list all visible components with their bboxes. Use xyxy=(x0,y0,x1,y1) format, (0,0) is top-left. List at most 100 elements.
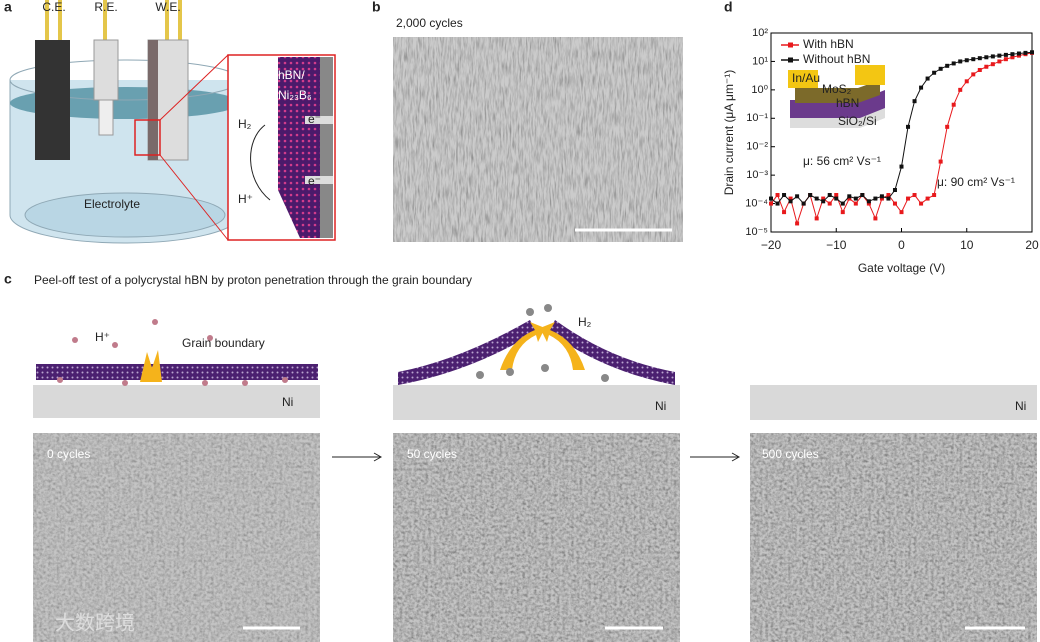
watermark: 大数跨境 xyxy=(55,611,135,634)
data-point xyxy=(775,201,780,206)
data-point xyxy=(873,196,878,201)
y-tick-label: 10¹ xyxy=(752,55,768,67)
data-point xyxy=(788,196,793,201)
y-tick-label: 10⁻¹ xyxy=(746,112,768,124)
data-point xyxy=(1003,52,1008,57)
substrate-label: Ni xyxy=(1015,399,1026,413)
data-point xyxy=(1010,52,1015,57)
y-tick-label: 10⁻² xyxy=(746,141,768,153)
data-point xyxy=(984,64,989,69)
image-caption: 0 cycles xyxy=(47,447,90,461)
electrode-label: W.E. xyxy=(155,0,180,14)
inset-label: MoS₂ xyxy=(822,82,852,96)
electron-label: e⁻ xyxy=(308,174,321,188)
x-tick-label: 10 xyxy=(960,238,974,252)
data-point xyxy=(847,194,852,199)
data-point xyxy=(853,196,858,201)
data-point xyxy=(801,201,806,206)
data-point xyxy=(945,63,950,68)
electron-label: e⁻ xyxy=(308,112,321,126)
data-point xyxy=(971,57,976,62)
data-point xyxy=(821,199,826,204)
y-tick-label: 10⁻⁵ xyxy=(745,226,768,238)
y-axis-label: Drain current (μA μm⁻¹) xyxy=(722,70,736,196)
data-point xyxy=(769,196,773,201)
data-point xyxy=(932,70,937,75)
data-point xyxy=(847,196,852,201)
data-point xyxy=(938,159,943,164)
data-point xyxy=(853,201,858,206)
data-point xyxy=(951,61,956,66)
data-point xyxy=(788,199,793,204)
data-point xyxy=(990,62,995,67)
data-point xyxy=(984,55,989,60)
sem-texture xyxy=(393,37,683,242)
sem-images xyxy=(33,433,1037,642)
data-point xyxy=(840,210,845,215)
data-point xyxy=(899,164,904,169)
data-point xyxy=(821,196,826,201)
x-tick-label: 0 xyxy=(898,238,905,252)
species-label: H₂ xyxy=(238,117,252,131)
legend-label: With hBN xyxy=(803,37,854,51)
data-point xyxy=(1016,51,1021,56)
panel-title: Peel-off test of a polycrystal hBN by pr… xyxy=(34,273,472,287)
data-point xyxy=(814,196,819,201)
data-point xyxy=(919,85,924,90)
substrate-label: Ni xyxy=(282,395,293,409)
data-point xyxy=(795,221,800,226)
panel-label: b xyxy=(372,0,381,15)
data-point xyxy=(938,66,943,71)
data-point xyxy=(827,193,832,198)
data-point xyxy=(775,193,780,198)
image-caption: 2,000 cycles xyxy=(396,16,463,30)
data-point xyxy=(892,188,897,193)
data-point xyxy=(912,99,917,104)
data-point xyxy=(873,216,878,221)
data-point xyxy=(964,79,969,84)
data-point xyxy=(899,210,904,215)
data-point xyxy=(879,196,884,201)
data-point xyxy=(840,201,845,206)
data-point xyxy=(906,196,911,201)
data-point xyxy=(892,201,897,206)
inset-label: SiO₂/Si xyxy=(838,114,877,128)
data-point xyxy=(951,102,956,107)
data-point xyxy=(782,210,787,215)
legend-label: Without hBN xyxy=(803,52,870,66)
species-label: H⁺ xyxy=(238,192,253,206)
data-point xyxy=(990,54,995,59)
data-point xyxy=(886,196,891,201)
data-point xyxy=(834,196,839,201)
data-point xyxy=(769,201,773,206)
layer-label: hBN/ xyxy=(278,68,305,82)
species-label: H⁺ xyxy=(95,330,110,344)
callout: Grain boundary xyxy=(182,336,265,350)
data-point xyxy=(795,194,800,199)
y-tick-label: 10² xyxy=(752,27,768,39)
data-point xyxy=(866,201,871,206)
legend-marker xyxy=(788,57,793,63)
data-point xyxy=(1003,57,1008,62)
legend-marker xyxy=(788,42,793,48)
data-point xyxy=(834,193,839,198)
x-tick-label: −10 xyxy=(826,238,847,252)
data-point xyxy=(827,201,832,206)
annotation: μ: 90 cm² Vs⁻¹ xyxy=(937,175,1015,189)
data-point xyxy=(906,124,911,129)
data-point xyxy=(958,59,963,64)
inset-label: hBN xyxy=(836,96,859,110)
species-label: H₂ xyxy=(578,315,592,329)
data-point xyxy=(997,59,1002,64)
data-point xyxy=(971,72,976,77)
y-tick-label: 10⁻⁴ xyxy=(745,197,768,209)
data-point xyxy=(886,193,891,198)
data-point xyxy=(782,193,787,198)
data-point xyxy=(945,124,950,129)
data-point xyxy=(977,56,982,61)
electrode-label: C.E. xyxy=(42,0,65,14)
data-point xyxy=(925,196,930,201)
panel-label: a xyxy=(4,0,12,15)
layer-label: Ni₂₃B₆ xyxy=(278,88,312,102)
